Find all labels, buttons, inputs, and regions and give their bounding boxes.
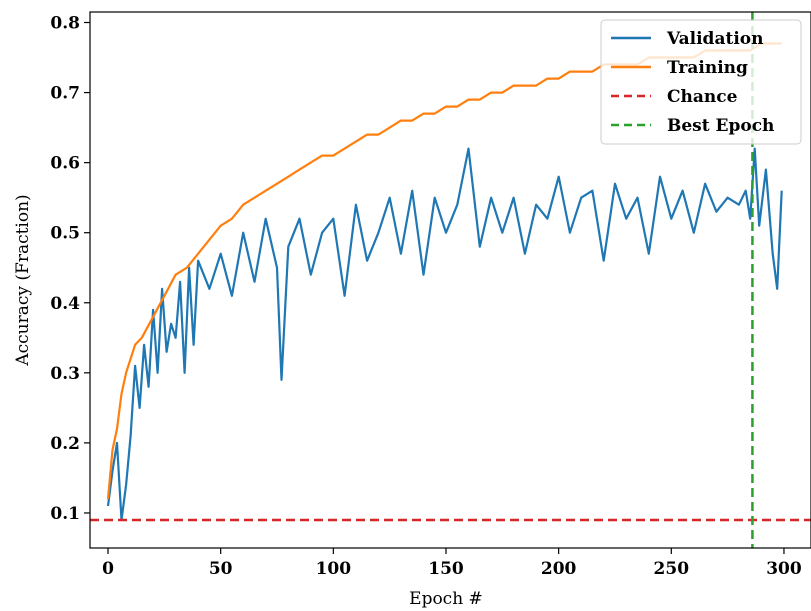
- x-tick-label: 250: [654, 559, 690, 579]
- x-tick-label: 100: [316, 559, 352, 579]
- legend-box: [600, 19, 802, 145]
- y-tick-label: 0.5: [50, 224, 80, 244]
- x-tick-label: 0: [102, 559, 114, 579]
- x-tick-label: 50: [209, 559, 233, 579]
- x-tick-label: 200: [541, 559, 577, 579]
- y-axis-title: Accuracy (Fraction): [13, 194, 33, 366]
- legend-label: Chance: [667, 87, 738, 107]
- plot-frame: [89, 11, 811, 549]
- legend-label: Best Epoch: [667, 116, 774, 136]
- legend: Validation Training Chance Best Epoch: [600, 19, 802, 145]
- legend-label: Training: [667, 58, 748, 78]
- y-tick-label: 0.6: [50, 154, 80, 174]
- y-tick-label: 0.4: [50, 294, 80, 314]
- y-tick-label: 0.2: [50, 434, 80, 454]
- y-tick-label: 0.8: [50, 14, 80, 34]
- y-tick-label: 0.1: [50, 504, 80, 524]
- legend-label: Validation: [666, 29, 763, 49]
- x-tick-label: 150: [428, 559, 464, 579]
- x-axis-title: Epoch #: [409, 589, 483, 609]
- y-tick-label: 0.7: [50, 84, 80, 104]
- plot-layer: 0 50 100 150 200 250 300 0.1 0.2 0.3 0.4 0.5 0.6 0.7 0…: [13, 11, 811, 609]
- y-tick-label: 0.3: [50, 364, 80, 384]
- validation-series-line: [106, 147, 783, 522]
- x-tick-label: 300: [766, 559, 802, 579]
